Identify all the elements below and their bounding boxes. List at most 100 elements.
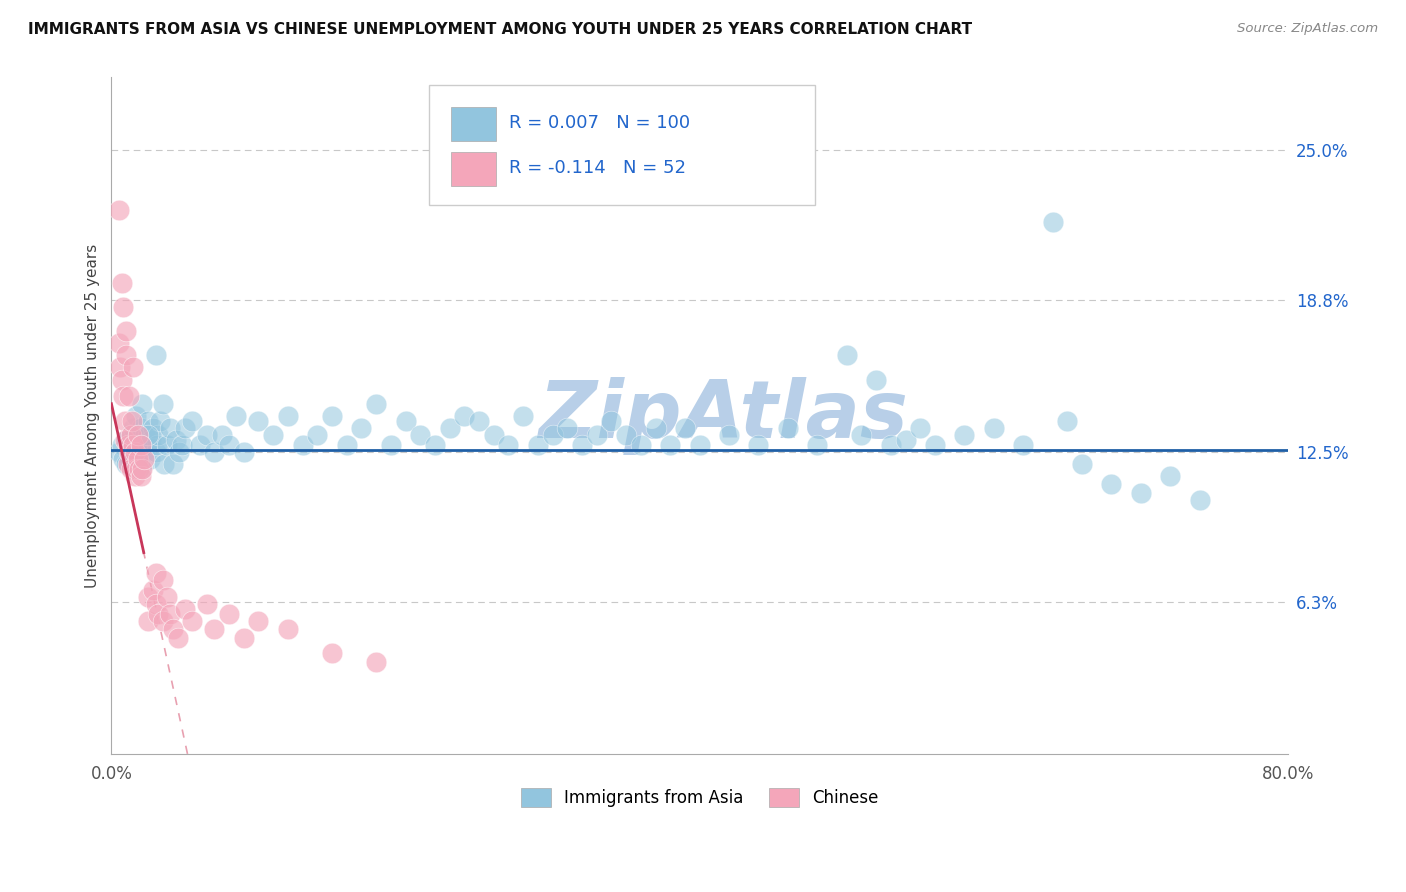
Point <box>122 452 145 467</box>
Point <box>159 421 181 435</box>
Point <box>170 438 193 452</box>
Point <box>107 445 129 459</box>
Point <box>145 566 167 580</box>
Point <box>115 433 138 447</box>
Point <box>115 324 138 338</box>
Point <box>482 428 505 442</box>
Point <box>142 421 165 435</box>
Point <box>336 438 359 452</box>
Point <box>527 438 550 452</box>
Point <box>136 590 159 604</box>
Point <box>453 409 475 423</box>
Point <box>894 433 917 447</box>
Point <box>218 607 240 621</box>
Point <box>149 414 172 428</box>
Point <box>195 598 218 612</box>
Point <box>1129 486 1152 500</box>
Point <box>129 462 152 476</box>
Point <box>211 428 233 442</box>
Point <box>127 428 149 442</box>
Point <box>122 421 145 435</box>
Point <box>1188 493 1211 508</box>
Point <box>142 582 165 597</box>
Point <box>124 445 146 459</box>
Point <box>555 421 578 435</box>
Point <box>165 433 187 447</box>
Point <box>409 428 432 442</box>
Point <box>118 445 141 459</box>
Point <box>115 348 138 362</box>
Point <box>136 614 159 628</box>
Point <box>146 438 169 452</box>
Point <box>152 573 174 587</box>
Point <box>747 438 769 452</box>
Point <box>307 428 329 442</box>
Point <box>247 614 270 628</box>
Point <box>159 607 181 621</box>
Y-axis label: Unemployment Among Youth under 25 years: Unemployment Among Youth under 25 years <box>86 244 100 588</box>
Point <box>122 360 145 375</box>
Point <box>806 438 828 452</box>
Point <box>112 452 135 467</box>
Point <box>127 452 149 467</box>
Point <box>277 622 299 636</box>
Point <box>659 438 682 452</box>
Point <box>1012 438 1035 452</box>
Point <box>166 631 188 645</box>
Point <box>120 428 142 442</box>
Point <box>1042 215 1064 229</box>
Point <box>983 421 1005 435</box>
Point <box>114 414 136 428</box>
Point <box>423 438 446 452</box>
Point <box>512 409 534 423</box>
Point <box>718 428 741 442</box>
Point <box>1159 469 1181 483</box>
Point <box>181 414 204 428</box>
Point <box>277 409 299 423</box>
Point <box>152 397 174 411</box>
Point <box>132 445 155 459</box>
Point <box>195 428 218 442</box>
Point <box>541 428 564 442</box>
Point <box>117 457 139 471</box>
Point <box>291 438 314 452</box>
Point <box>121 414 143 428</box>
Text: Source: ZipAtlas.com: Source: ZipAtlas.com <box>1237 22 1378 36</box>
Point <box>350 421 373 435</box>
Point <box>128 462 150 476</box>
Point <box>127 452 149 467</box>
Point <box>321 646 343 660</box>
Point <box>153 457 176 471</box>
Point <box>117 438 139 452</box>
Point <box>571 438 593 452</box>
Point <box>181 614 204 628</box>
Point <box>139 433 162 447</box>
Point <box>835 348 858 362</box>
Point <box>162 457 184 471</box>
Point <box>136 414 159 428</box>
Point <box>851 428 873 442</box>
Point <box>115 457 138 471</box>
Point <box>145 598 167 612</box>
Point <box>1071 457 1094 471</box>
Point <box>232 445 254 459</box>
Point <box>673 421 696 435</box>
Point <box>167 445 190 459</box>
Point <box>118 440 141 454</box>
Point <box>135 438 157 452</box>
Point <box>614 428 637 442</box>
Point <box>134 428 156 442</box>
Point <box>202 445 225 459</box>
Point <box>125 462 148 476</box>
Text: ZipAtlas: ZipAtlas <box>538 376 908 455</box>
Point <box>111 438 134 452</box>
Legend: Immigrants from Asia, Chinese: Immigrants from Asia, Chinese <box>515 781 884 814</box>
Point <box>689 438 711 452</box>
Point <box>1099 476 1122 491</box>
Point <box>366 656 388 670</box>
Text: IMMIGRANTS FROM ASIA VS CHINESE UNEMPLOYMENT AMONG YOUTH UNDER 25 YEARS CORRELAT: IMMIGRANTS FROM ASIA VS CHINESE UNEMPLOY… <box>28 22 972 37</box>
Point <box>498 438 520 452</box>
Point <box>865 373 887 387</box>
Point <box>880 438 903 452</box>
Point <box>111 373 134 387</box>
